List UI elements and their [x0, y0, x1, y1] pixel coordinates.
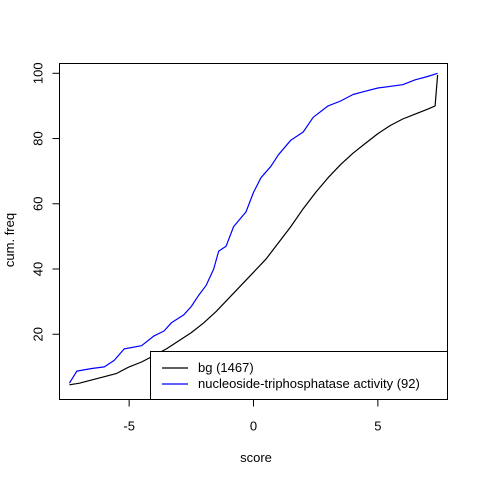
- series-line-ntpase: [68, 72, 438, 384]
- x-tick-label: 5: [374, 419, 381, 434]
- y-tick-label: 100: [31, 62, 46, 84]
- x-tick-label: -5: [123, 419, 135, 434]
- x-tick-label: 0: [250, 419, 257, 434]
- series-line-bg: [69, 74, 439, 386]
- x-axis-title: score: [240, 450, 272, 465]
- legend: bg (1467) nucleoside-triphosphatase acti…: [150, 351, 448, 400]
- legend-label-bg: bg (1467): [198, 360, 254, 375]
- legend-box: [150, 351, 448, 400]
- legend-label-ntpase: nucleoside-triphosphatase activity (92): [198, 376, 420, 391]
- y-tick-label: 60: [31, 197, 46, 211]
- y-axis-title: cum. freq: [2, 213, 17, 267]
- y-axis: 20 40 60 80 100: [31, 62, 60, 341]
- plot-area-frame: [59, 63, 448, 400]
- y-tick-label: 40: [31, 262, 46, 276]
- y-tick-label: 80: [31, 131, 46, 145]
- x-axis: -5 0 5: [123, 399, 381, 434]
- y-tick-label: 20: [31, 327, 46, 341]
- series-layer: [68, 72, 439, 386]
